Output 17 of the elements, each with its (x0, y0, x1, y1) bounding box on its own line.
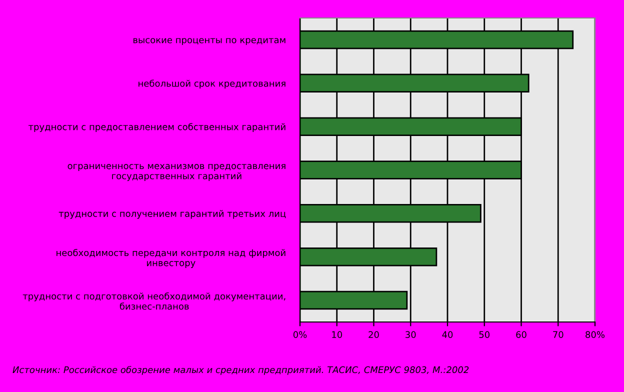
x-tick-label: 60 (516, 331, 526, 338)
x-tick-label: 10 (332, 331, 342, 338)
y-tick-label: небольшой срок кредитования (138, 80, 286, 89)
x-tick-label: 0% (293, 331, 307, 338)
y-tick-label: трудности с предоставлением собственных гарантий (28, 123, 286, 132)
text: Источник: Российское обозрение малых и средних предприятий. ТАСИС, СМЕРУС 9803, М.:2002 (12, 366, 469, 375)
y-tick-label: трудности с подготовкой необходимой документации, бизнес-планов (22, 292, 286, 310)
x-tick-label: 20 (368, 331, 379, 338)
x-tick-label: 70 (553, 331, 564, 338)
y-tick-label: необходимость передачи контроля над фирмой инвестору (56, 248, 286, 268)
y-tick-label: ограниченность механизмов предоставления государственных гарантий (68, 164, 286, 182)
x-tick-label: 40 (442, 331, 453, 338)
x-tick-label: 80% (586, 331, 605, 338)
y-tick-label: трудности с получением гарантий третьих лиц (58, 210, 286, 219)
x-tick-label: 30 (406, 331, 416, 338)
y-tick-label: высокие проценты по кредитам (133, 38, 286, 46)
x-tick-label: 50 (479, 331, 490, 338)
